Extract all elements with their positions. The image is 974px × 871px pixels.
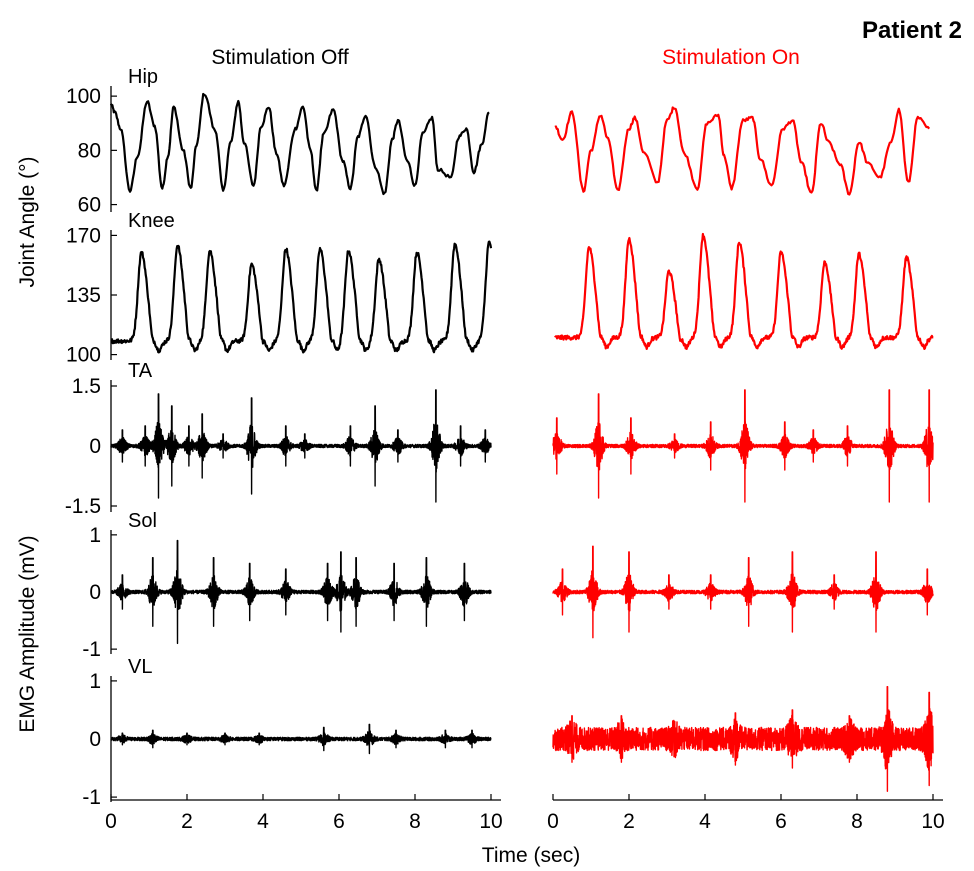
series-hip-off xyxy=(109,92,490,196)
column-on-title: Stimulation On xyxy=(662,46,800,69)
x-tick-label-on: 0 xyxy=(547,810,559,833)
series-emg_sol-off xyxy=(110,539,492,645)
y-axis-label-angle: Joint Angle (°) xyxy=(16,157,39,288)
x-tick-label-on: 10 xyxy=(921,810,944,833)
y-tick-label-hip: 80 xyxy=(78,139,101,162)
panel-label-hip: Hip xyxy=(128,66,158,88)
panel-label-emg_sol: Sol xyxy=(128,510,157,532)
x-tick-label-off: 8 xyxy=(409,810,421,833)
y-tick-label-emg_ta: 0 xyxy=(89,435,101,458)
series-knee-on xyxy=(554,232,934,350)
x-axis-label: Time (sec) xyxy=(482,844,580,867)
series-knee-off xyxy=(110,240,493,354)
y-tick-label-emg_vl: -1 xyxy=(82,786,101,809)
y-tick-label-hip: 100 xyxy=(66,85,101,108)
x-tick-label-off: 4 xyxy=(257,810,269,833)
panel-label-knee: Knee xyxy=(128,210,175,232)
y-tick-label-knee: 100 xyxy=(66,344,101,367)
y-tick-label-emg_sol: 1 xyxy=(89,524,101,547)
y-tick-label-emg_vl: 0 xyxy=(89,728,101,751)
plot-area: Hip6080100Knee100135170TA-1.501.5Sol-101… xyxy=(65,66,945,833)
series-emg_ta-off xyxy=(110,389,492,503)
series-emg_sol-on xyxy=(552,545,934,639)
x-tick-label-on: 6 xyxy=(775,810,787,833)
y-tick-label-emg_sol: -1 xyxy=(82,638,101,661)
y-tick-label-hip: 60 xyxy=(78,194,101,217)
x-tick-label-off: 6 xyxy=(333,810,345,833)
series-hip-on xyxy=(554,106,931,196)
x-tick-label-on: 2 xyxy=(623,810,635,833)
x-tick-label-off: 0 xyxy=(105,810,117,833)
y-tick-label-knee: 170 xyxy=(66,224,101,247)
series-emg_vl-off xyxy=(110,723,492,755)
series-emg_ta-on xyxy=(552,389,934,503)
y-axis-label-emg: EMG Amplitude (mV) xyxy=(16,535,39,732)
panel-label-emg_ta: TA xyxy=(128,360,153,382)
y-tick-label-emg_ta: 1.5 xyxy=(72,375,101,398)
panel-label-emg_vl: VL xyxy=(128,656,152,678)
y-tick-label-knee: 135 xyxy=(66,284,101,307)
y-tick-label-emg_ta: -1.5 xyxy=(65,495,101,518)
x-tick-label-off: 2 xyxy=(181,810,193,833)
y-tick-label-emg_vl: 1 xyxy=(89,670,101,693)
y-tick-label-emg_sol: 0 xyxy=(89,581,101,604)
series-emg_vl-on xyxy=(552,686,934,792)
figure-title: Patient 2 xyxy=(862,17,962,44)
column-off-title: Stimulation Off xyxy=(211,46,349,69)
x-tick-label-on: 8 xyxy=(851,810,863,833)
x-tick-label-off: 10 xyxy=(479,810,502,833)
x-tick-label-on: 4 xyxy=(699,810,711,833)
